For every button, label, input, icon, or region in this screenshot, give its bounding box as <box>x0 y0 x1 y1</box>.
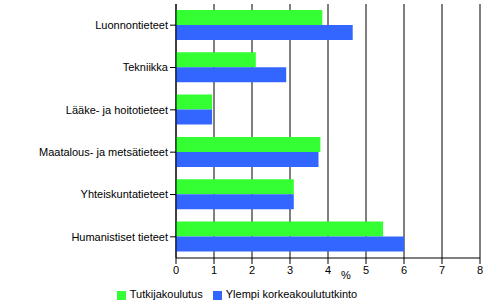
svg-text:Humanistiset tieteet: Humanistiset tieteet <box>71 231 168 243</box>
html-text:Tutkijakoulutus: Tutkijakoulutus <box>129 288 203 300</box>
svg-text:6: 6 <box>401 264 407 276</box>
svg-text:4: 4 <box>325 264 331 276</box>
svg-text:8: 8 <box>477 264 483 276</box>
svg-text:7: 7 <box>439 264 445 276</box>
svg-text:%: % <box>341 269 351 281</box>
svg-text:Yhteiskuntatieteet: Yhteiskuntatieteet <box>81 188 168 200</box>
svg-text:Maatalous- ja metsätieteet: Maatalous- ja metsätieteet <box>39 146 168 158</box>
svg-text:Lääke- ja hoitotieteet: Lääke- ja hoitotieteet <box>66 104 168 116</box>
svg-text:Tekniikka: Tekniikka <box>123 61 169 73</box>
svg-text:3: 3 <box>287 264 293 276</box>
svg-text:1: 1 <box>211 264 217 276</box>
html-text:Ylempi korkeakoulututkinto: Ylempi korkeakoulututkinto <box>225 288 358 300</box>
svg-text:2: 2 <box>249 264 255 276</box>
svg-text:0: 0 <box>173 264 179 276</box>
svg-text:5: 5 <box>363 264 369 276</box>
svg-text:Luonnontieteet: Luonnontieteet <box>95 19 168 31</box>
